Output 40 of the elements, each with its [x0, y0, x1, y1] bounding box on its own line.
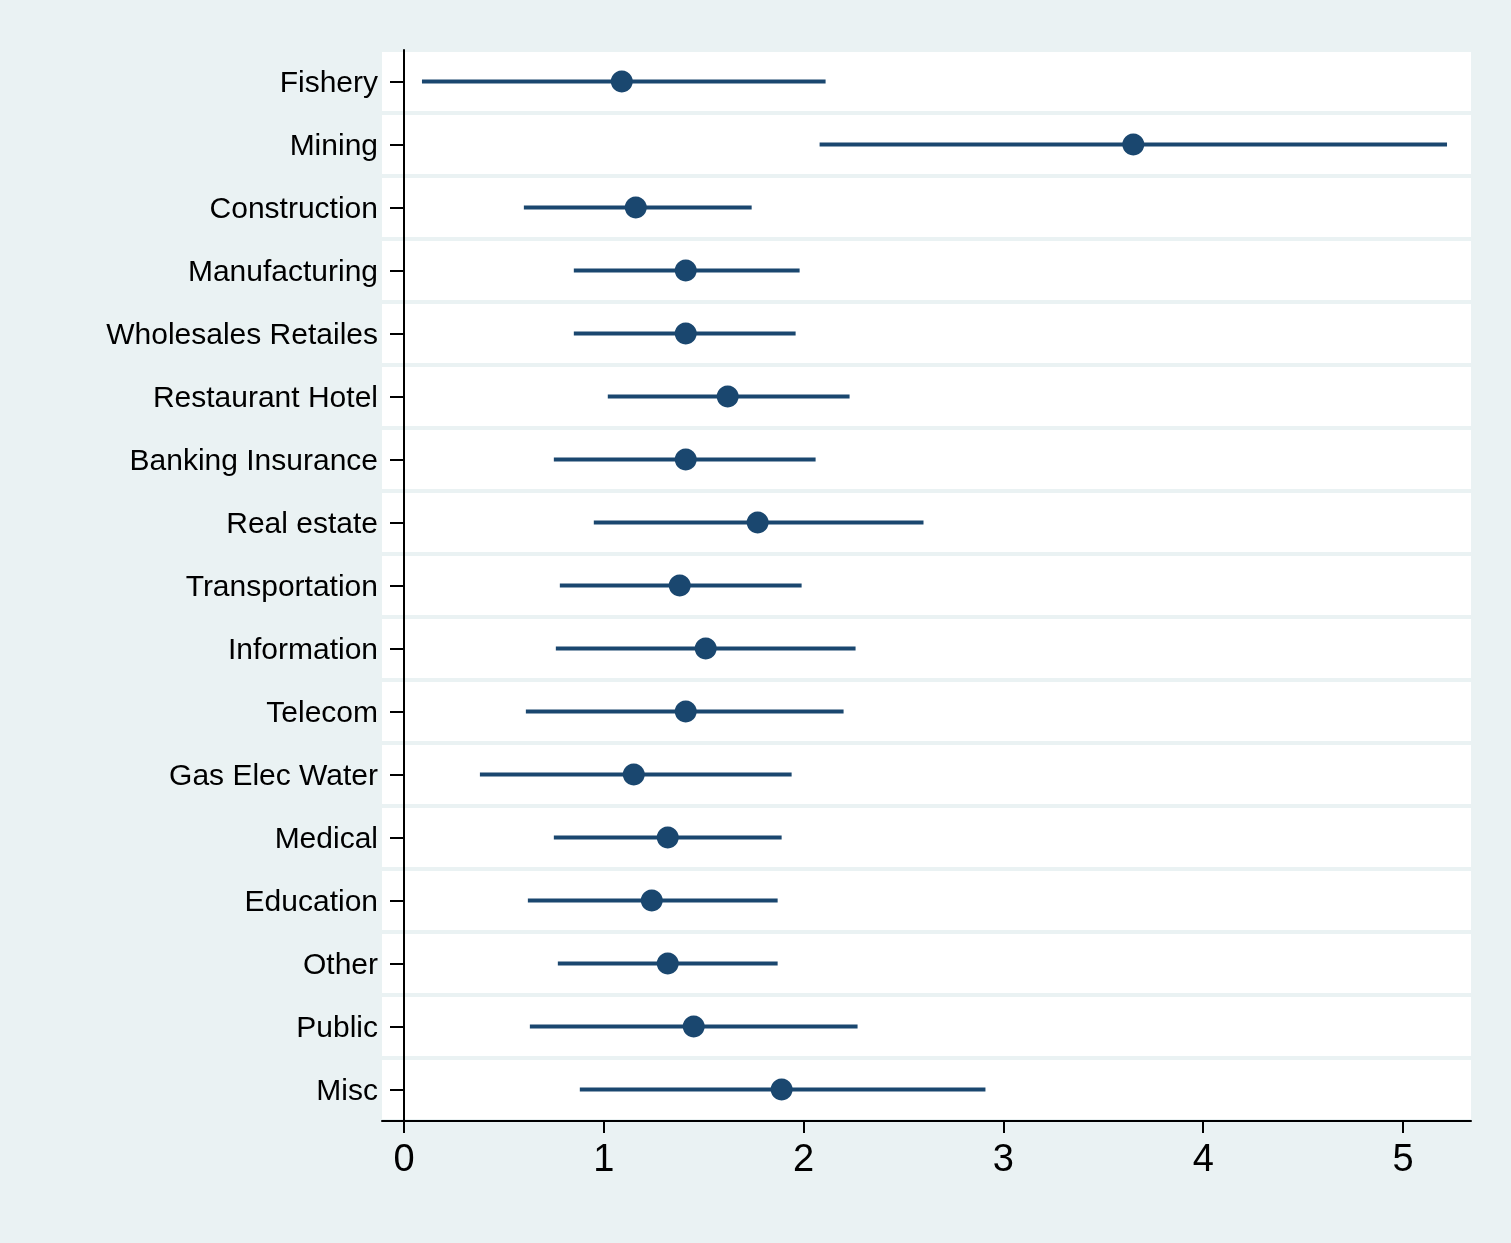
point [656, 952, 679, 975]
point [674, 322, 697, 345]
point [716, 385, 739, 408]
x-tick-label: 5 [1392, 1137, 1414, 1179]
y-tick-label: Telecom [266, 695, 378, 728]
point [610, 70, 633, 93]
y-tick-label: Banking Insurance [129, 443, 378, 476]
y-tick-label: Medical [274, 821, 378, 854]
y-tick-label: Restaurant Hotel [152, 380, 378, 413]
y-tick-label: Fishery [279, 65, 378, 98]
point [674, 448, 697, 471]
y-tick-label: Misc [316, 1073, 378, 1106]
point [624, 196, 647, 219]
y-tick-label: Construction [209, 191, 378, 224]
y-tick-label: Information [227, 632, 378, 665]
point [674, 700, 697, 723]
point [746, 511, 769, 534]
y-tick-label: Transportation [185, 569, 378, 602]
point [640, 889, 663, 912]
point [674, 259, 697, 282]
y-tick-label: Other [302, 947, 379, 980]
point [668, 574, 691, 597]
x-tick-label: 3 [992, 1137, 1014, 1179]
y-tick-label: Gas Elec Water [169, 758, 378, 791]
x-tick-label: 0 [393, 1137, 415, 1179]
x-tick-label: 4 [1192, 1137, 1214, 1179]
point [656, 826, 679, 849]
y-tick-label: Wholesales Retailes [106, 317, 378, 350]
y-tick-label: Public [296, 1010, 378, 1043]
point [770, 1078, 793, 1101]
y-tick-label: Manufacturing [187, 254, 378, 287]
point [682, 1015, 705, 1038]
y-tick-label: Mining [289, 128, 378, 161]
point [694, 637, 717, 660]
point [1122, 133, 1145, 156]
y-tick-label: Real estate [226, 506, 378, 539]
x-tick-label: 1 [593, 1137, 615, 1179]
y-tick-label: Education [244, 884, 378, 917]
point [622, 763, 645, 786]
x-tick-label: 2 [793, 1137, 815, 1179]
